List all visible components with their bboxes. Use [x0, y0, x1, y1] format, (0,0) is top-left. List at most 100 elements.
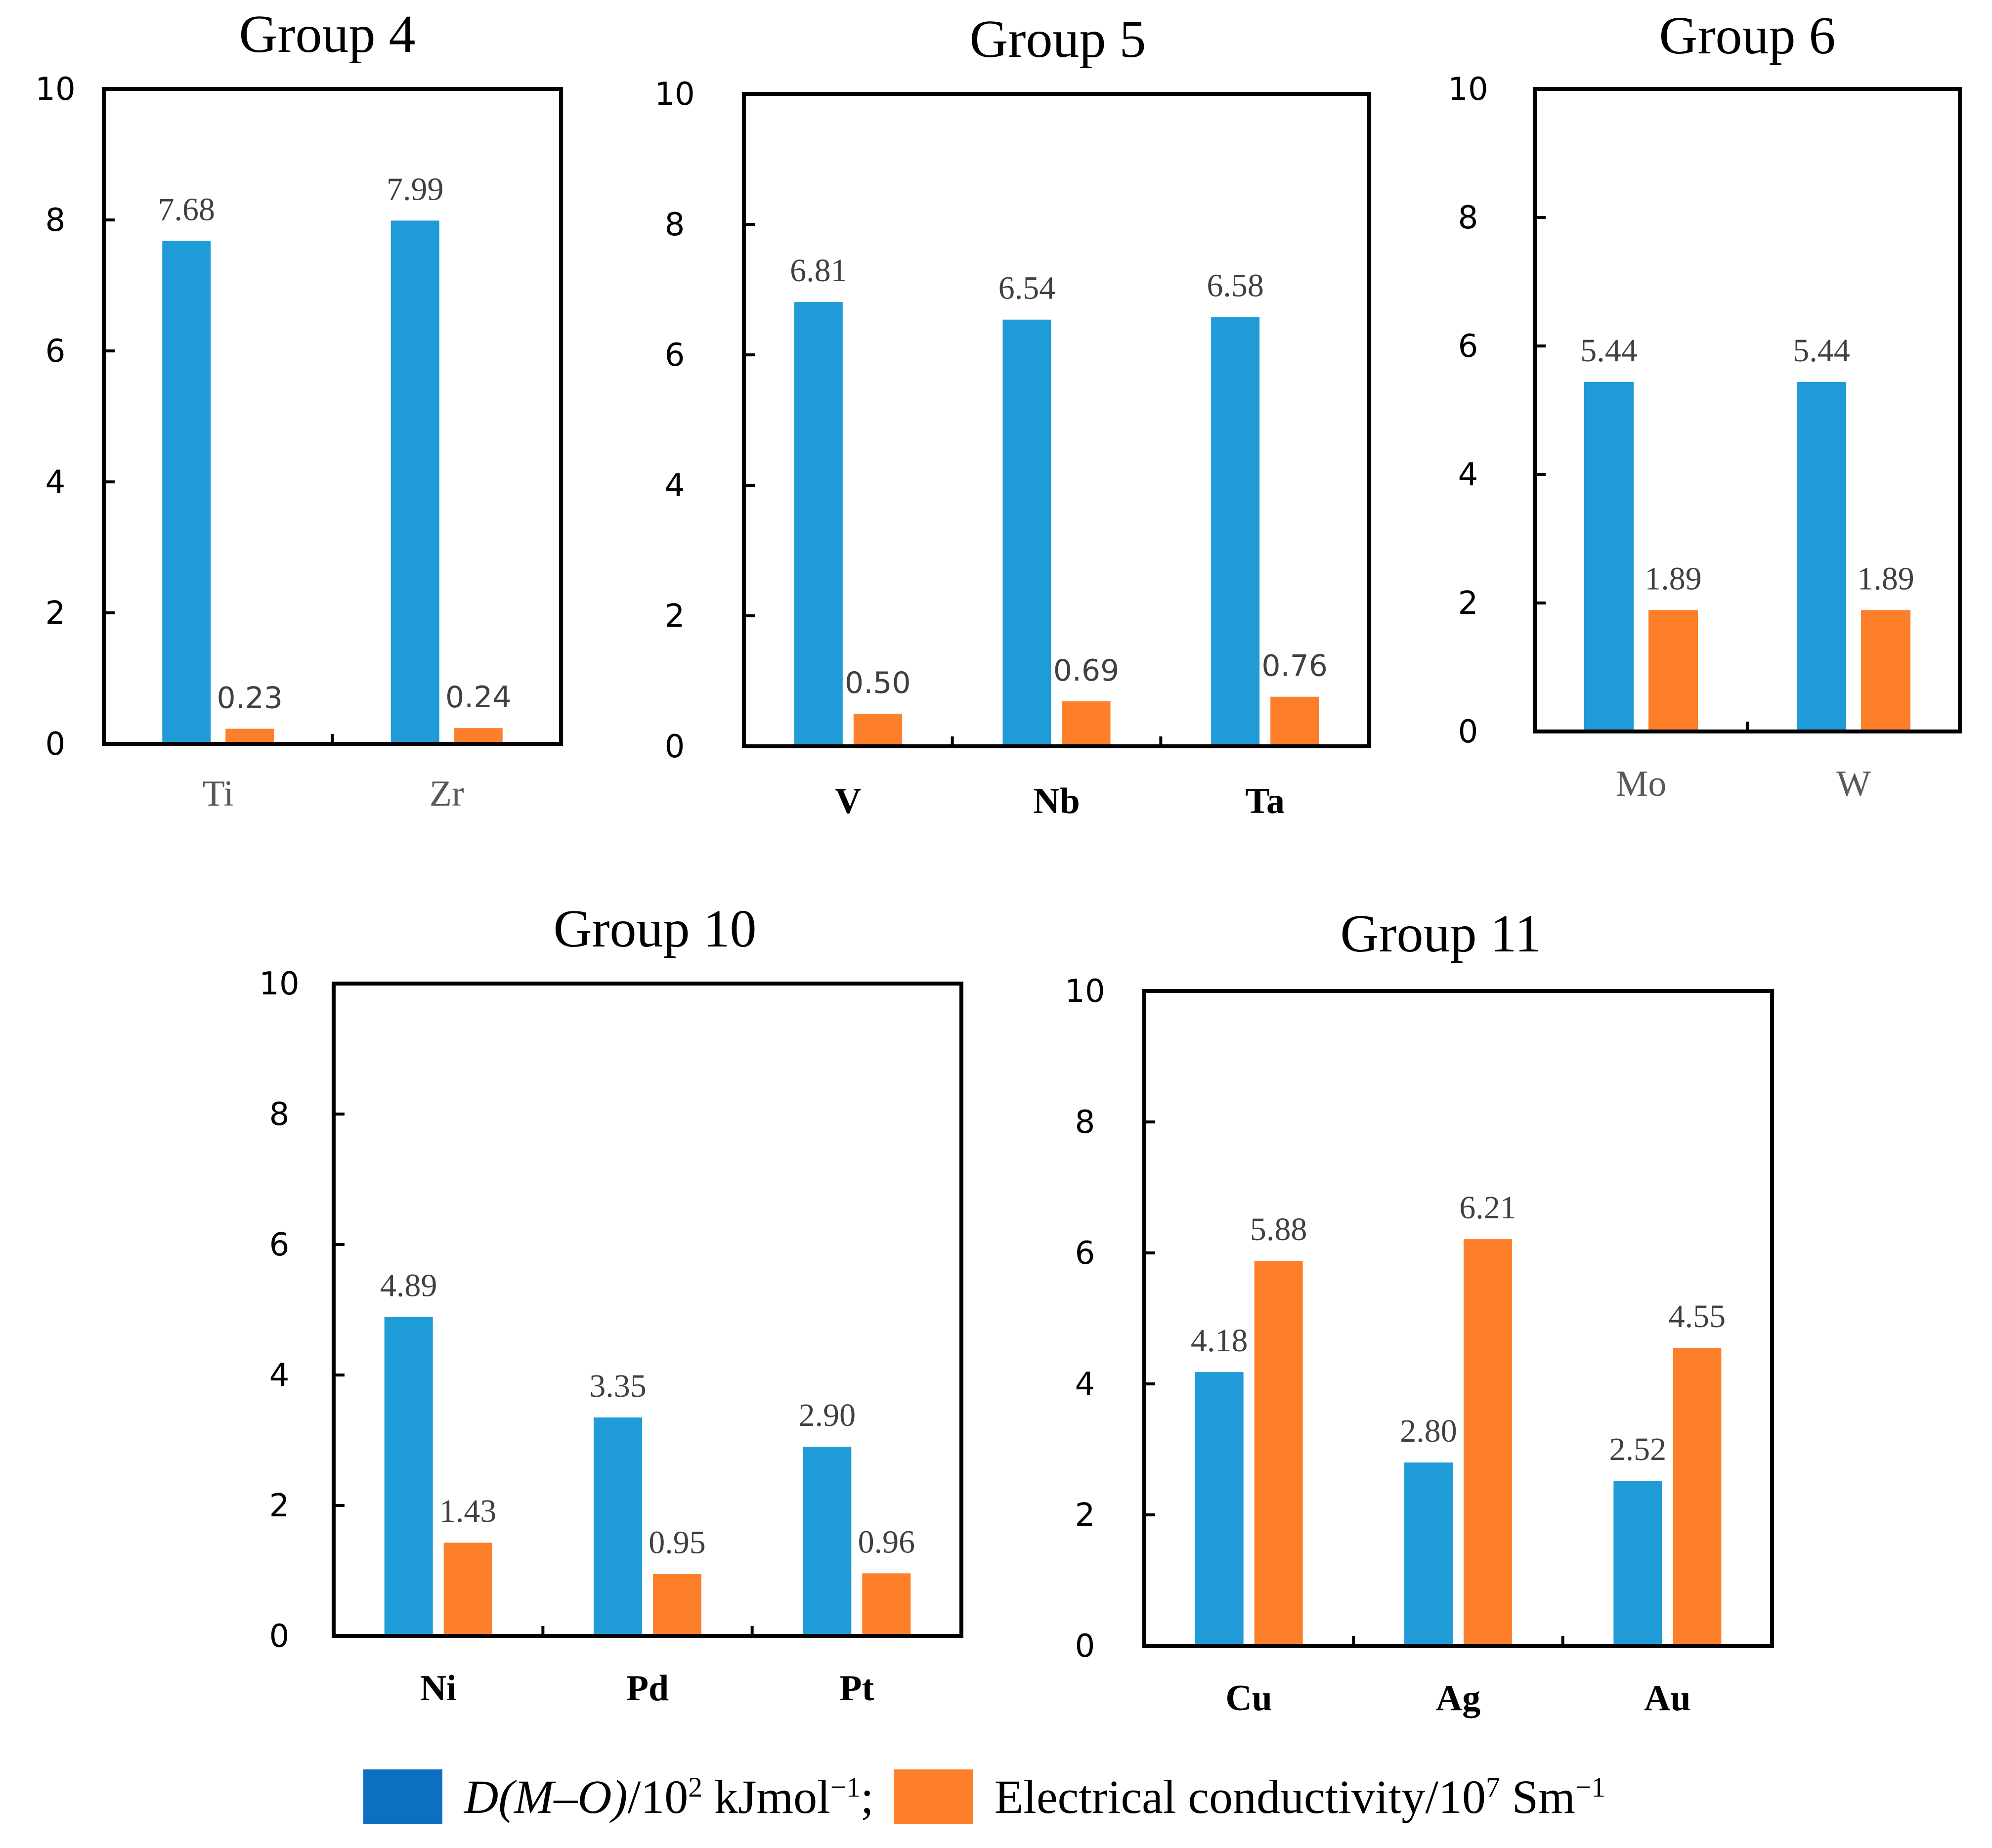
data-label-conductivity: 0.95 — [649, 1525, 706, 1561]
y-tick-label: 2 — [1458, 585, 1478, 622]
legend-item-conductivity: Electrical conductivity/107 Sm−1 — [893, 1769, 1605, 1824]
data-label-conductivity: 0.76 — [1261, 649, 1328, 684]
y-tick-label: 4 — [1075, 1366, 1095, 1403]
bar-conductivity-ti — [225, 729, 274, 744]
x-tick-label-ti: Ti — [203, 774, 234, 814]
bar-d-mo-pt — [803, 1447, 852, 1636]
data-label-d-mo: 7.68 — [158, 191, 216, 227]
data-label-conductivity: 0.96 — [858, 1524, 915, 1560]
y-tick-label: 10 — [1065, 973, 1105, 1010]
x-tick-label-au: Au — [1644, 1678, 1691, 1719]
bar-d-mo-au — [1613, 1481, 1662, 1646]
y-tick-label: 0 — [1458, 714, 1478, 750]
y-tick-label: 10 — [654, 76, 694, 113]
y-tick-label: 0 — [1075, 1628, 1095, 1665]
chart-title: Group 6 — [1659, 6, 1836, 65]
bar-conductivity-ta — [1270, 696, 1319, 746]
legend-separator: ; — [861, 1770, 874, 1823]
legend-d-mo-unit-tail: kJmol — [702, 1770, 830, 1823]
legend-d-mo-unit-exp: 2 — [688, 1771, 703, 1803]
y-tick-label: 6 — [269, 1227, 290, 1263]
data-label-d-mo: 4.18 — [1191, 1323, 1248, 1359]
y-tick-label: 4 — [665, 468, 685, 504]
data-label-d-mo: 2.52 — [1609, 1431, 1667, 1467]
bar-d-mo-ti — [162, 241, 211, 744]
chart-title: Group 11 — [1341, 904, 1542, 963]
bar-conductivity-ni — [443, 1543, 492, 1636]
y-tick-label: 8 — [45, 202, 66, 239]
legend-d-mo-symbol: D(M–O) — [464, 1770, 628, 1823]
data-label-d-mo: 2.90 — [799, 1397, 856, 1433]
x-tick-label-ag: Ag — [1436, 1678, 1480, 1719]
chart-title: Group 10 — [554, 900, 757, 958]
data-label-conductivity: 4.55 — [1669, 1298, 1726, 1334]
data-label-d-mo: 7.99 — [387, 171, 444, 207]
bar-d-mo-cu — [1195, 1372, 1244, 1646]
bar-conductivity-v — [853, 714, 902, 746]
legend-conductivity-label: Electrical conductivity/10 — [994, 1770, 1486, 1823]
y-tick-label: 10 — [259, 966, 299, 1002]
bar-d-mo-ni — [384, 1317, 433, 1636]
bar-d-mo-ag — [1404, 1462, 1453, 1646]
legend-d-mo-unit-tail-exp: −1 — [830, 1771, 861, 1803]
bar-d-mo-ta — [1211, 317, 1260, 746]
chart-panel-2: Group 5 0 2 4 6 8 10 6.81 0.50 V 6.54 0.69 Nb 6.58 0.7… — [654, 10, 1371, 821]
data-label-conductivity: 0.23 — [217, 681, 283, 716]
x-tick-label-v: V — [835, 781, 861, 821]
y-tick-label: 6 — [1458, 328, 1478, 365]
bar-conductivity-ag — [1464, 1239, 1512, 1646]
y-tick-label: 0 — [665, 729, 685, 765]
legend-label-d-mo: D(M–O)/102 kJmol−1; — [464, 1769, 874, 1824]
x-tick-label-w: W — [1836, 764, 1871, 804]
x-tick-label-pd: Pd — [626, 1668, 669, 1709]
x-tick-label-zr: Zr — [430, 774, 464, 814]
plot-frame — [1533, 87, 1962, 733]
legend-conductivity-unit-exp: −1 — [1575, 1771, 1606, 1803]
chart-title: Group 5 — [970, 10, 1146, 69]
data-label-d-mo: 6.81 — [790, 253, 847, 289]
chart-panel-1: Group 4 0 2 4 6 8 10 7.68 0.23 Ti 7.99 0.24 Zr — [35, 5, 563, 814]
bar-conductivity-cu — [1254, 1260, 1303, 1646]
x-tick-label-nb: Nb — [1033, 781, 1080, 821]
plot-frame — [102, 87, 563, 746]
data-label-conductivity: 1.89 — [1645, 560, 1702, 597]
y-tick-label: 8 — [1075, 1104, 1095, 1141]
data-label-conductivity: 1.89 — [1857, 560, 1914, 597]
chart-title: Group 4 — [239, 5, 416, 64]
chart-panel-4: Group 10 0 2 4 6 8 10 4.89 1.43 Ni 3.35 0.95 Pd 2.90 0… — [259, 900, 963, 1709]
bar-conductivity-au — [1673, 1348, 1722, 1646]
bar-conductivity-pt — [862, 1573, 911, 1636]
data-label-conductivity: 5.88 — [1250, 1211, 1307, 1247]
y-tick-label: 10 — [35, 71, 75, 108]
y-tick-label: 0 — [45, 726, 66, 763]
bar-d-mo-nb — [1002, 319, 1051, 746]
legend-d-mo-unit-base: /10 — [627, 1770, 689, 1823]
legend-label-conductivity: Electrical conductivity/107 Sm−1 — [995, 1769, 1605, 1824]
data-label-d-mo: 6.54 — [998, 270, 1056, 306]
plot-frame — [332, 982, 963, 1638]
bar-d-mo-pd — [594, 1417, 642, 1636]
data-label-conductivity: 0.24 — [445, 680, 512, 715]
bar-d-mo-mo — [1584, 382, 1634, 731]
y-tick-label: 6 — [665, 337, 685, 374]
y-tick-label: 2 — [269, 1488, 290, 1524]
plot-frame — [1142, 989, 1774, 1648]
bar-d-mo-zr — [390, 220, 439, 744]
plot-frame — [742, 92, 1371, 748]
x-tick-label-ta: Ta — [1245, 781, 1285, 821]
bar-d-mo-w — [1797, 382, 1846, 731]
bar-conductivity-zr — [454, 728, 503, 744]
data-label-conductivity: 6.21 — [1459, 1190, 1516, 1226]
x-tick-label-ni: Ni — [420, 1668, 457, 1709]
y-tick-label: 4 — [45, 464, 66, 501]
y-tick-label: 10 — [1448, 71, 1488, 108]
legend: D(M–O)/102 kJmol−1; Electrical conductiv… — [363, 1764, 1605, 1829]
data-label-conductivity: 0.50 — [845, 666, 911, 700]
y-tick-label: 0 — [269, 1618, 290, 1655]
legend-item-d-mo: D(M–O)/102 kJmol−1; — [363, 1769, 874, 1824]
legend-conductivity-unit: Sm — [1500, 1770, 1575, 1823]
y-tick-label: 8 — [1458, 200, 1478, 236]
y-tick-label: 8 — [665, 207, 685, 243]
chart-panel-3: Group 6 0 2 4 6 8 10 5.44 1.89 Mo 5.44 1.89 W — [1448, 6, 1962, 804]
